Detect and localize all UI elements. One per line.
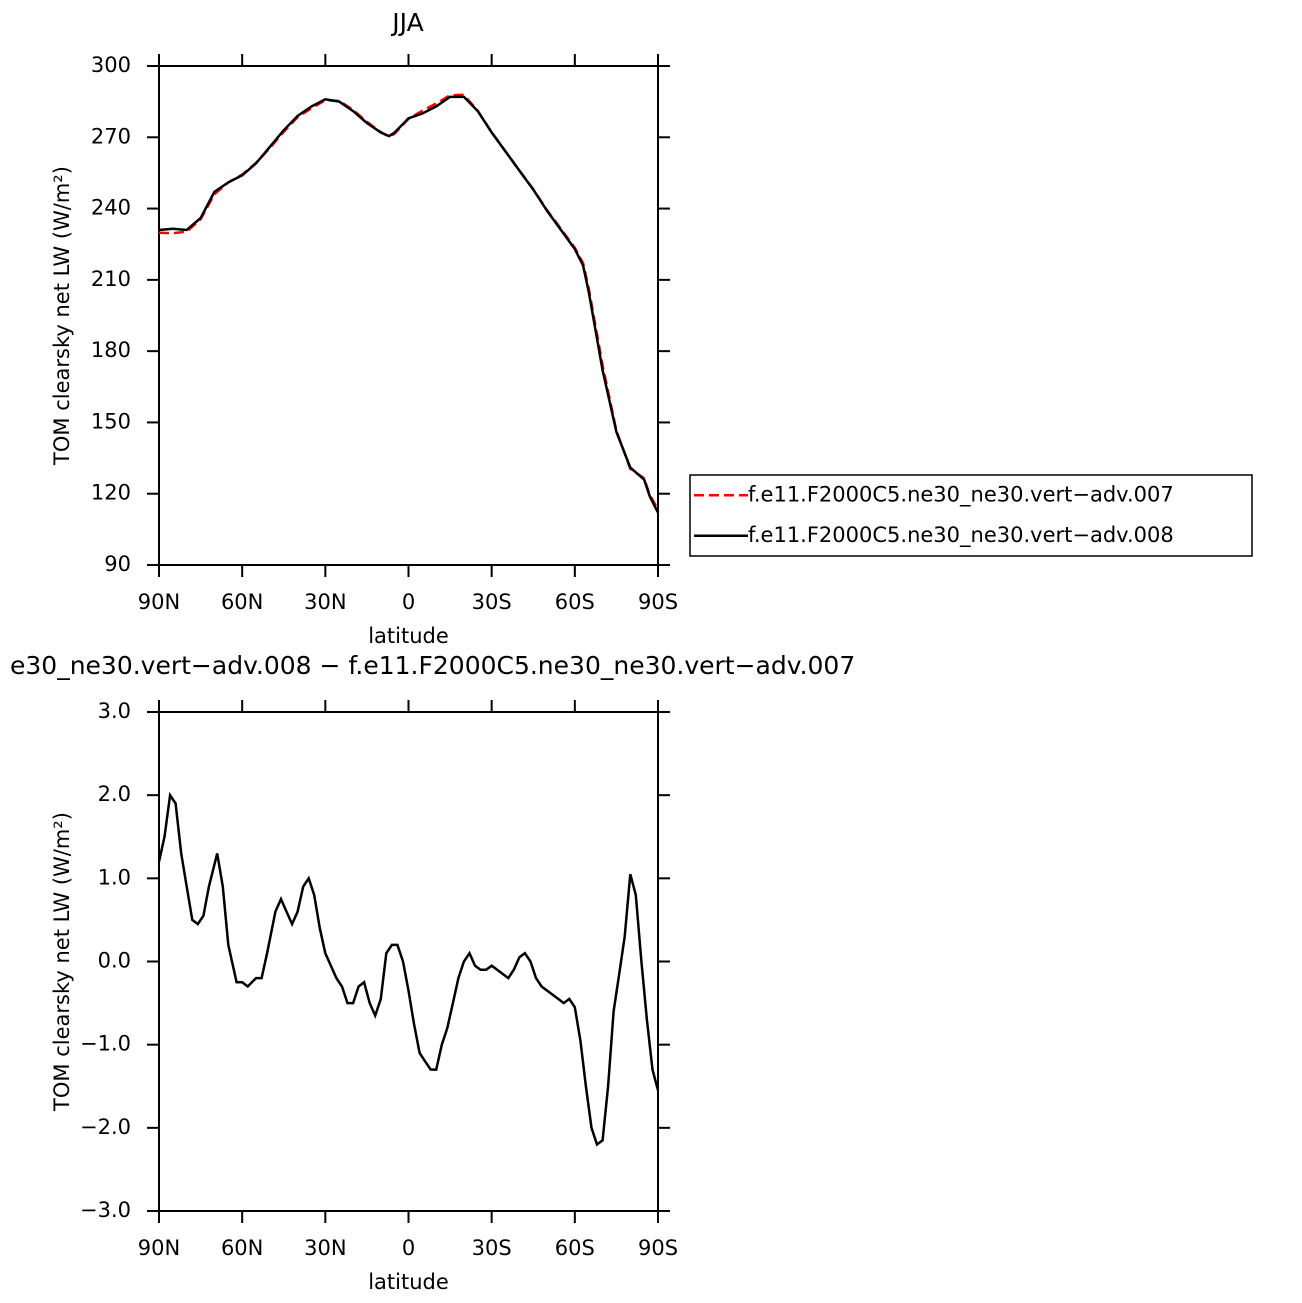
x-tick-label: 90S <box>638 590 678 614</box>
chart-title: JJA <box>390 8 423 37</box>
y-tick-label: 2.0 <box>98 782 131 806</box>
y-tick-label: 240 <box>91 196 131 220</box>
plot-frame <box>158 65 659 566</box>
y-tick-label: 90 <box>104 552 131 576</box>
y-axis-label: TOM clearsky net LW (W/m²) <box>50 166 74 466</box>
chart-title: e30_ne30.vert−adv.008 − f.e11.F2000C5.ne… <box>10 651 855 680</box>
y-tick-label: 3.0 <box>98 699 131 723</box>
y-tick-label: 120 <box>91 481 131 505</box>
y-tick-label: 180 <box>91 338 131 362</box>
x-tick-label: 60S <box>555 1236 595 1260</box>
legend-box <box>689 474 1253 557</box>
y-tick-label: 270 <box>91 124 131 148</box>
x-tick-label: 30S <box>472 590 512 614</box>
legend-label: f.e11.F2000C5.ne30_ne30.vert−adv.007 <box>748 482 1174 507</box>
legend-label: f.e11.F2000C5.ne30_ne30.vert−adv.008 <box>748 523 1174 548</box>
x-tick-label: 0 <box>402 1236 415 1260</box>
y-tick-label: 210 <box>91 267 131 291</box>
x-tick-label: 90S <box>638 1236 678 1260</box>
x-tick-label: 60S <box>555 590 595 614</box>
data-line <box>157 791 660 1147</box>
data-line <box>158 93 660 510</box>
y-tick-label: 150 <box>91 409 131 433</box>
x-axis-label: latitude <box>368 624 449 648</box>
y-tick-label: −2.0 <box>80 1115 131 1139</box>
x-tick-label: 90N <box>138 1236 180 1260</box>
y-axis-label: TOM clearsky net LW (W/m²) <box>50 812 74 1112</box>
data-line <box>158 95 660 514</box>
y-tick-label: 1.0 <box>98 865 131 889</box>
x-tick-label: 60N <box>221 590 263 614</box>
x-axis-label: latitude <box>368 1270 449 1294</box>
y-tick-label: −3.0 <box>80 1198 131 1222</box>
y-tick-label: 0.0 <box>98 949 131 973</box>
x-tick-label: 0 <box>402 590 415 614</box>
x-tick-label: 60N <box>221 1236 263 1260</box>
x-tick-label: 30N <box>304 1236 346 1260</box>
y-tick-label: −1.0 <box>80 1032 131 1056</box>
y-tick-label: 300 <box>91 53 131 77</box>
plot-frame <box>158 711 659 1212</box>
x-tick-label: 30N <box>304 590 346 614</box>
x-tick-label: 90N <box>138 590 180 614</box>
x-tick-label: 30S <box>472 1236 512 1260</box>
